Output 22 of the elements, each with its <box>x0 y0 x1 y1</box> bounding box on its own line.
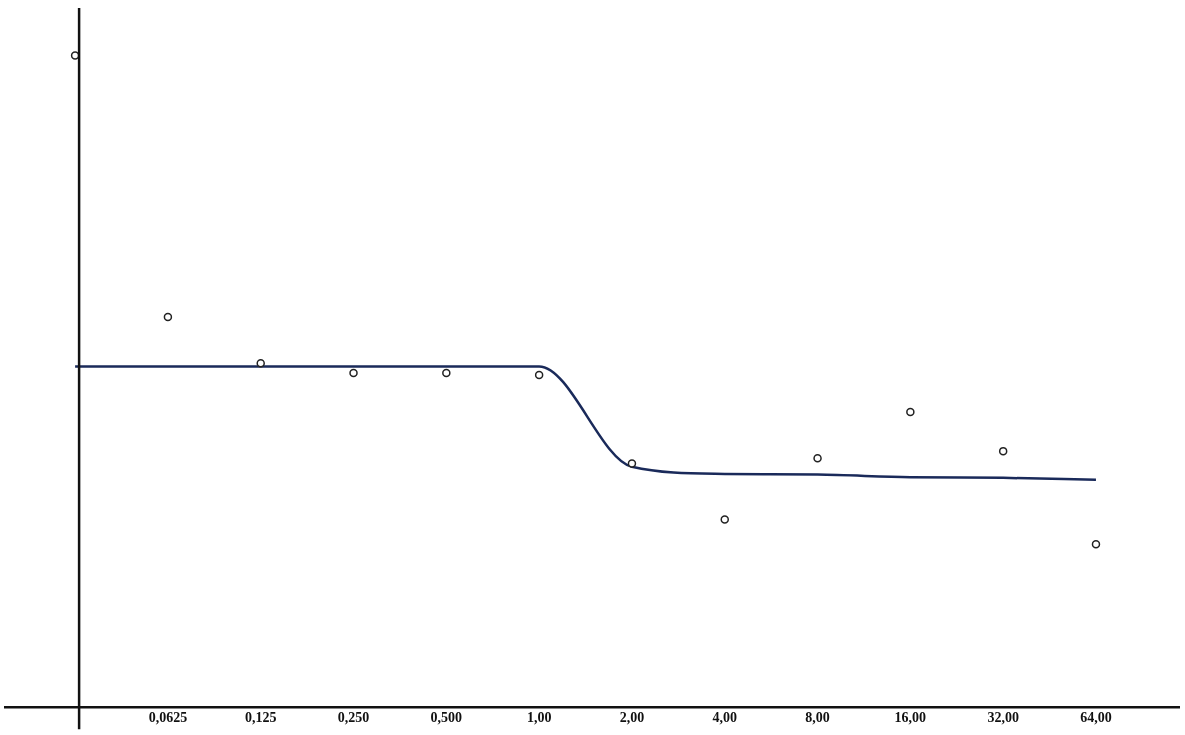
point <box>349 368 358 378</box>
point <box>163 312 173 322</box>
x-tick-label: 64,00 <box>1080 710 1112 726</box>
x-tick-label: 0,0625 <box>148 710 188 726</box>
x-tick-label: 1,00 <box>526 710 552 726</box>
x-tick-label: 32,00 <box>987 710 1019 726</box>
point <box>720 515 729 524</box>
point <box>813 454 822 463</box>
x-tick-label: 4,00 <box>712 710 737 726</box>
x-tick-label: 16,00 <box>894 710 927 726</box>
point <box>1091 540 1101 549</box>
x-tick-label: 0,500 <box>430 710 463 726</box>
x-tick-label: 0,125 <box>244 710 277 726</box>
x-tick-label: 0,250 <box>337 710 370 726</box>
x-tick-label: 2,00 <box>619 710 645 726</box>
point <box>998 446 1008 456</box>
point <box>627 459 637 468</box>
point <box>256 358 265 368</box>
point <box>906 407 915 417</box>
x-tick-label: 8,00 <box>805 710 830 726</box>
point <box>442 368 451 378</box>
point <box>534 370 544 380</box>
